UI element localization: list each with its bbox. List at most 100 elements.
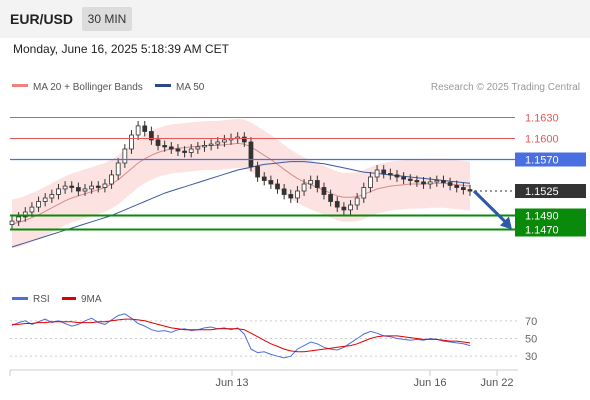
candle — [348, 204, 353, 211]
candle — [29, 206, 35, 213]
candle — [261, 176, 267, 181]
timeframe-button[interactable]: 30 MIN — [82, 7, 132, 31]
bollinger-legend-swatch — [12, 84, 28, 87]
bollinger-legend-label: MA 20 + Bollinger Bands — [33, 82, 143, 93]
rsi-legend-label: RSI — [33, 294, 50, 305]
candle — [447, 182, 453, 186]
level-tag-1.1525 — [515, 184, 586, 198]
candle — [149, 131, 154, 141]
candle — [208, 143, 214, 146]
candle — [288, 194, 294, 199]
main-legend: MA 20 + Bollinger Bands MA 50 Research ©… — [12, 82, 580, 93]
candle — [122, 148, 128, 164]
candle — [16, 216, 22, 222]
candle — [115, 162, 121, 176]
rsi-tick-70: 70 — [525, 316, 537, 328]
candle — [9, 220, 15, 226]
candle — [202, 145, 207, 148]
candle — [89, 185, 95, 190]
candle — [381, 169, 387, 174]
candle — [69, 185, 75, 188]
ma50-legend-swatch — [155, 84, 171, 87]
candle — [454, 184, 460, 188]
top-bar: EUR/USD 30 MIN — [0, 0, 590, 38]
ma20-line — [11, 142, 471, 225]
level-label-1.1470: 1.1470 — [525, 225, 559, 237]
credit-label: Research © 2025 Trading Central — [431, 82, 580, 93]
rsi-ma-legend-swatch — [62, 297, 76, 300]
candle — [56, 188, 61, 195]
candle — [241, 136, 247, 143]
candle — [308, 180, 314, 185]
x-tick-label: Jun 16 — [413, 377, 446, 389]
rsi-legend-swatch — [12, 297, 28, 300]
candle — [427, 181, 433, 185]
candle — [407, 178, 413, 181]
symbol-label: EUR/USD — [10, 11, 74, 27]
candle — [76, 187, 81, 192]
level-tag-1.1490 — [515, 208, 586, 223]
candle — [155, 139, 161, 146]
candle — [168, 146, 174, 150]
datetime-label: Monday, June 16, 2025 5:18:39 AM CET — [13, 42, 229, 56]
candle — [135, 125, 141, 136]
level-lines: 1.1630 1.1600 1.1570 1.1525 1.1490 1.1470 — [10, 113, 586, 237]
level-label-1.1600: 1.1600 — [525, 134, 559, 146]
candle — [321, 187, 327, 195]
level-tag-1.1470 — [515, 222, 586, 237]
rsi-series-9MA — [12, 318, 471, 353]
candle — [374, 169, 380, 178]
candle — [314, 180, 320, 188]
ma50-legend-label: MA 50 — [176, 82, 205, 93]
candle — [414, 180, 420, 183]
rsi-plot: 70 50 30 — [10, 313, 537, 363]
candle — [36, 201, 41, 208]
candle — [460, 187, 466, 190]
candle — [248, 141, 254, 167]
candle — [195, 146, 201, 150]
candle — [281, 188, 287, 195]
candle — [42, 197, 48, 202]
candle — [301, 183, 307, 192]
rsi-series-RSI — [11, 313, 471, 359]
ma50-line — [11, 161, 471, 248]
level-label-1.1570: 1.1570 — [525, 155, 559, 167]
candle — [434, 180, 440, 183]
rsi-legend: RSI 9MA — [12, 294, 102, 305]
candle — [102, 183, 108, 188]
candle — [334, 201, 340, 208]
candle — [215, 141, 221, 145]
candle — [394, 174, 400, 178]
projection-arrow-shaft — [472, 189, 509, 225]
candle — [341, 206, 347, 211]
level-label-1.1490: 1.1490 — [525, 211, 559, 223]
candle — [421, 181, 426, 185]
candle — [129, 134, 134, 150]
candle — [62, 185, 68, 190]
candle — [268, 180, 274, 185]
level-label-1.1630: 1.1630 — [525, 113, 559, 125]
candle — [162, 145, 168, 148]
candle — [142, 125, 148, 132]
candle — [328, 194, 333, 202]
rsi-ma-legend-label: 9MA — [81, 294, 102, 305]
candle — [49, 194, 55, 199]
projection-arrow-head — [500, 216, 512, 230]
rsi-tick-30: 30 — [525, 351, 537, 363]
candle — [255, 166, 260, 178]
candle — [354, 197, 360, 206]
candle — [222, 139, 227, 143]
candle — [368, 176, 373, 188]
candle — [295, 190, 300, 199]
candle — [22, 211, 28, 218]
candle — [401, 176, 406, 180]
candle — [182, 150, 187, 153]
candle — [175, 148, 181, 152]
x-tick-label: Jun 22 — [480, 377, 513, 389]
candle — [275, 183, 280, 190]
candle — [109, 174, 114, 185]
candle — [95, 185, 101, 188]
candle — [441, 180, 446, 183]
